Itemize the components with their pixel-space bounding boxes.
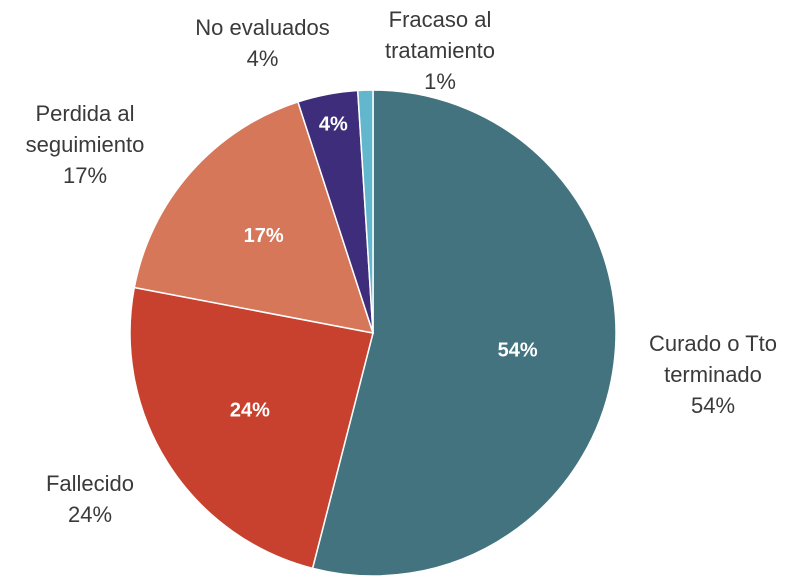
- pie-slice: [311, 89, 617, 577]
- percent-label: 1%: [424, 69, 456, 94]
- pie-slice: [129, 286, 374, 570]
- slice-label: 4%: [319, 114, 348, 136]
- percent-label: 24%: [67, 502, 113, 527]
- category-label: Fracaso al tratamiento: [384, 7, 496, 63]
- category-label: Curado o Tto terminado: [648, 331, 777, 387]
- percent-label: 17%: [62, 163, 108, 188]
- percent-label: 54%: [690, 393, 736, 418]
- slice-label: 17%: [244, 225, 284, 247]
- outer-label: No evaluados 4%: [180, 12, 345, 74]
- category-label: Perdida al seguimiento: [25, 101, 145, 157]
- outer-label: Curado o Tto terminado 54%: [628, 328, 794, 421]
- outer-label: Fallecido 24%: [20, 468, 160, 530]
- pie-slice: [133, 100, 375, 334]
- slice-label: 54%: [498, 340, 538, 362]
- category-label: No evaluados: [195, 15, 330, 40]
- category-label: Fallecido: [45, 471, 135, 496]
- slice-label: 24%: [230, 399, 270, 421]
- percent-label: 4%: [246, 46, 279, 71]
- outer-label: Perdida al seguimiento 17%: [5, 98, 165, 191]
- outer-label: Fracaso al tratamiento 1%: [355, 4, 525, 97]
- pie-slice: [356, 89, 374, 334]
